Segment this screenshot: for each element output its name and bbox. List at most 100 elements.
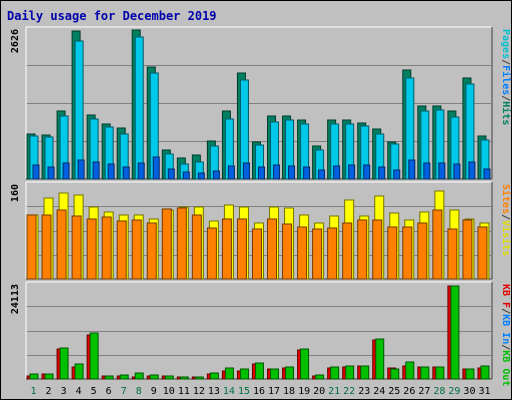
bar-pages <box>182 171 190 180</box>
bar-kb-out <box>89 332 99 380</box>
bar-sites <box>26 214 37 280</box>
bar-sites <box>41 214 52 280</box>
panel-series-label: Pages/Files/Hits <box>500 29 511 125</box>
x-tick-label: 20 <box>313 386 325 397</box>
bar-pages <box>32 164 40 180</box>
bar-kb-out <box>179 376 189 380</box>
x-tick-label: 29 <box>448 386 460 397</box>
bar-kb-out <box>29 373 39 380</box>
bar-kb-out <box>330 366 340 380</box>
bar-sites <box>342 222 353 280</box>
bar-kb-out <box>164 375 174 380</box>
bar-pages <box>318 169 326 180</box>
series-label-part: / <box>500 308 511 314</box>
bar-pages <box>227 165 235 180</box>
bar-kb-out <box>480 365 490 380</box>
x-tick-label: 10 <box>163 386 175 397</box>
bar-sites <box>477 226 488 280</box>
x-tick-label: 22 <box>343 386 355 397</box>
x-tick-label: 12 <box>193 386 205 397</box>
bar-kb-out <box>149 374 159 380</box>
x-tick-label: 5 <box>91 386 97 397</box>
bar-sites <box>312 228 323 280</box>
bar-kb-out <box>44 373 54 380</box>
bar-pages <box>483 168 491 180</box>
bar-pages <box>47 166 55 180</box>
bar-kb-out <box>254 362 264 380</box>
series-label-part: Sites <box>500 184 511 214</box>
series-label-part: / <box>500 344 511 350</box>
x-tick-label: 6 <box>106 386 112 397</box>
bar-kb-out <box>74 363 84 380</box>
x-tick-label: 16 <box>253 386 265 397</box>
panel-max-label: 24113 <box>10 284 21 314</box>
bar-sites <box>191 214 202 280</box>
x-tick-label: 27 <box>418 386 430 397</box>
x-tick-label: 30 <box>463 386 475 397</box>
x-tick-label: 18 <box>283 386 295 397</box>
bar-pages <box>257 166 265 180</box>
bar-kb-out <box>405 361 415 380</box>
bar-sites <box>402 226 413 280</box>
series-label-part: KB F <box>500 284 511 308</box>
bar-sites <box>357 219 368 280</box>
bar-pages <box>107 163 115 180</box>
bar-kb-out <box>420 366 430 380</box>
bar-sites <box>131 219 142 280</box>
panel-series-label: Sites/Visits <box>500 184 511 256</box>
bar-sites <box>267 218 278 280</box>
bar-sites <box>176 207 187 280</box>
bar-pages <box>167 168 175 180</box>
x-tick-label: 24 <box>373 386 385 397</box>
bar-sites <box>101 216 112 280</box>
x-tick-label: 14 <box>223 386 235 397</box>
bar-pages <box>333 165 341 180</box>
bar-pages <box>423 162 431 180</box>
x-tick-label: 3 <box>61 386 67 397</box>
bar-sites <box>116 220 127 280</box>
bar-kb-out <box>270 368 280 380</box>
bar-pages <box>273 164 281 180</box>
bar-kb-out <box>345 365 355 380</box>
bar-sites <box>417 222 428 280</box>
bar-kb-out <box>209 372 219 380</box>
series-label-part: KB In <box>500 314 511 344</box>
x-tick-label: 11 <box>178 386 190 397</box>
x-tick-label: 1 <box>31 386 37 397</box>
bar-sites <box>236 218 247 280</box>
bar-sites <box>146 222 157 280</box>
bar-pages <box>152 156 160 180</box>
bar-pages <box>122 166 130 180</box>
bar-pages <box>137 162 145 180</box>
series-label-part: KB Out <box>500 350 511 386</box>
bar-sites <box>86 218 97 280</box>
bar-sites <box>161 208 172 280</box>
series-label-part: / <box>500 95 511 101</box>
bar-pages <box>378 166 386 180</box>
bar-kb-out <box>315 374 325 380</box>
bar-sites <box>206 227 217 280</box>
bar-kb-out <box>375 338 385 380</box>
bar-kb-out <box>465 368 475 380</box>
x-tick-label: 15 <box>238 386 250 397</box>
bar-kb-out <box>285 366 295 380</box>
bar-kb-out <box>59 347 69 380</box>
x-tick-label: 28 <box>433 386 445 397</box>
bar-sites <box>56 209 67 280</box>
bar-kb-out <box>134 372 144 380</box>
panel-max-label: 160 <box>10 184 21 202</box>
bar-sites <box>221 218 232 280</box>
bar-pages <box>453 163 461 180</box>
bar-kb-out <box>300 348 310 380</box>
x-tick-label: 23 <box>358 386 370 397</box>
bar-kb-out <box>119 374 129 380</box>
x-tick-label: 19 <box>298 386 310 397</box>
x-tick-label: 2 <box>46 386 52 397</box>
bar-sites <box>251 228 262 280</box>
bar-pages <box>348 164 356 180</box>
bar-kb-out <box>239 368 249 380</box>
bar-pages <box>212 170 220 180</box>
bar-pages <box>363 164 371 180</box>
